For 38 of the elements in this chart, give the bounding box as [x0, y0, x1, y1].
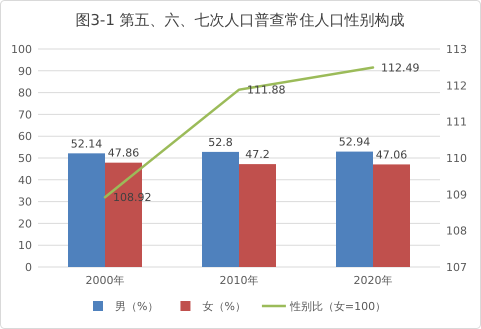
y-tick-label: 20	[18, 217, 32, 230]
y-tick-label: 70	[18, 108, 32, 122]
data-label: 47.2	[245, 148, 270, 162]
y2-tick-label: 107	[446, 261, 467, 274]
data-label: 47.06	[376, 148, 408, 162]
y-tick-label: 90	[18, 64, 32, 78]
data-label: 52.14	[70, 137, 102, 150]
x-tick-label: 2020年	[354, 274, 392, 287]
y-tick-label: 10	[18, 239, 32, 252]
data-label: 52.94	[338, 136, 370, 149]
legend-label: 女（%）	[202, 300, 246, 313]
legend-label: 性别比（女=100）	[288, 300, 386, 313]
x-tick-label: 2010年	[220, 274, 258, 287]
legend-label: 男（%）	[115, 300, 158, 313]
bar	[239, 164, 276, 267]
title: 图3-1 第五、六、七次人口普查常住人口性别构成	[75, 11, 405, 29]
y2-tick-label: 108	[446, 224, 467, 238]
data-label: 112.49	[381, 62, 420, 75]
data-label: 52.8	[208, 136, 233, 149]
bar	[336, 152, 373, 267]
y-tick-label: 30	[18, 196, 32, 209]
y-tick-label: 60	[18, 130, 32, 144]
y2-tick-label: 110	[446, 152, 467, 165]
y-tick-label: 50	[18, 152, 32, 165]
y2-tick-label: 111	[446, 116, 467, 129]
y2-tick-label: 112	[446, 79, 467, 92]
y-tick-label: 0	[25, 261, 32, 274]
bar	[68, 153, 105, 267]
y2-tick-label: 113	[446, 43, 467, 56]
y2-tick-label: 109	[446, 188, 467, 202]
bar	[202, 152, 239, 267]
y-tick-label: 100	[11, 43, 32, 56]
y-tick-label: 40	[18, 174, 32, 187]
bar	[373, 164, 410, 267]
data-label: 111.88	[247, 84, 286, 97]
data-label: 47.86	[108, 146, 140, 160]
x-tick-label: 2000年	[86, 274, 124, 287]
y-tick-label: 80	[18, 86, 32, 100]
